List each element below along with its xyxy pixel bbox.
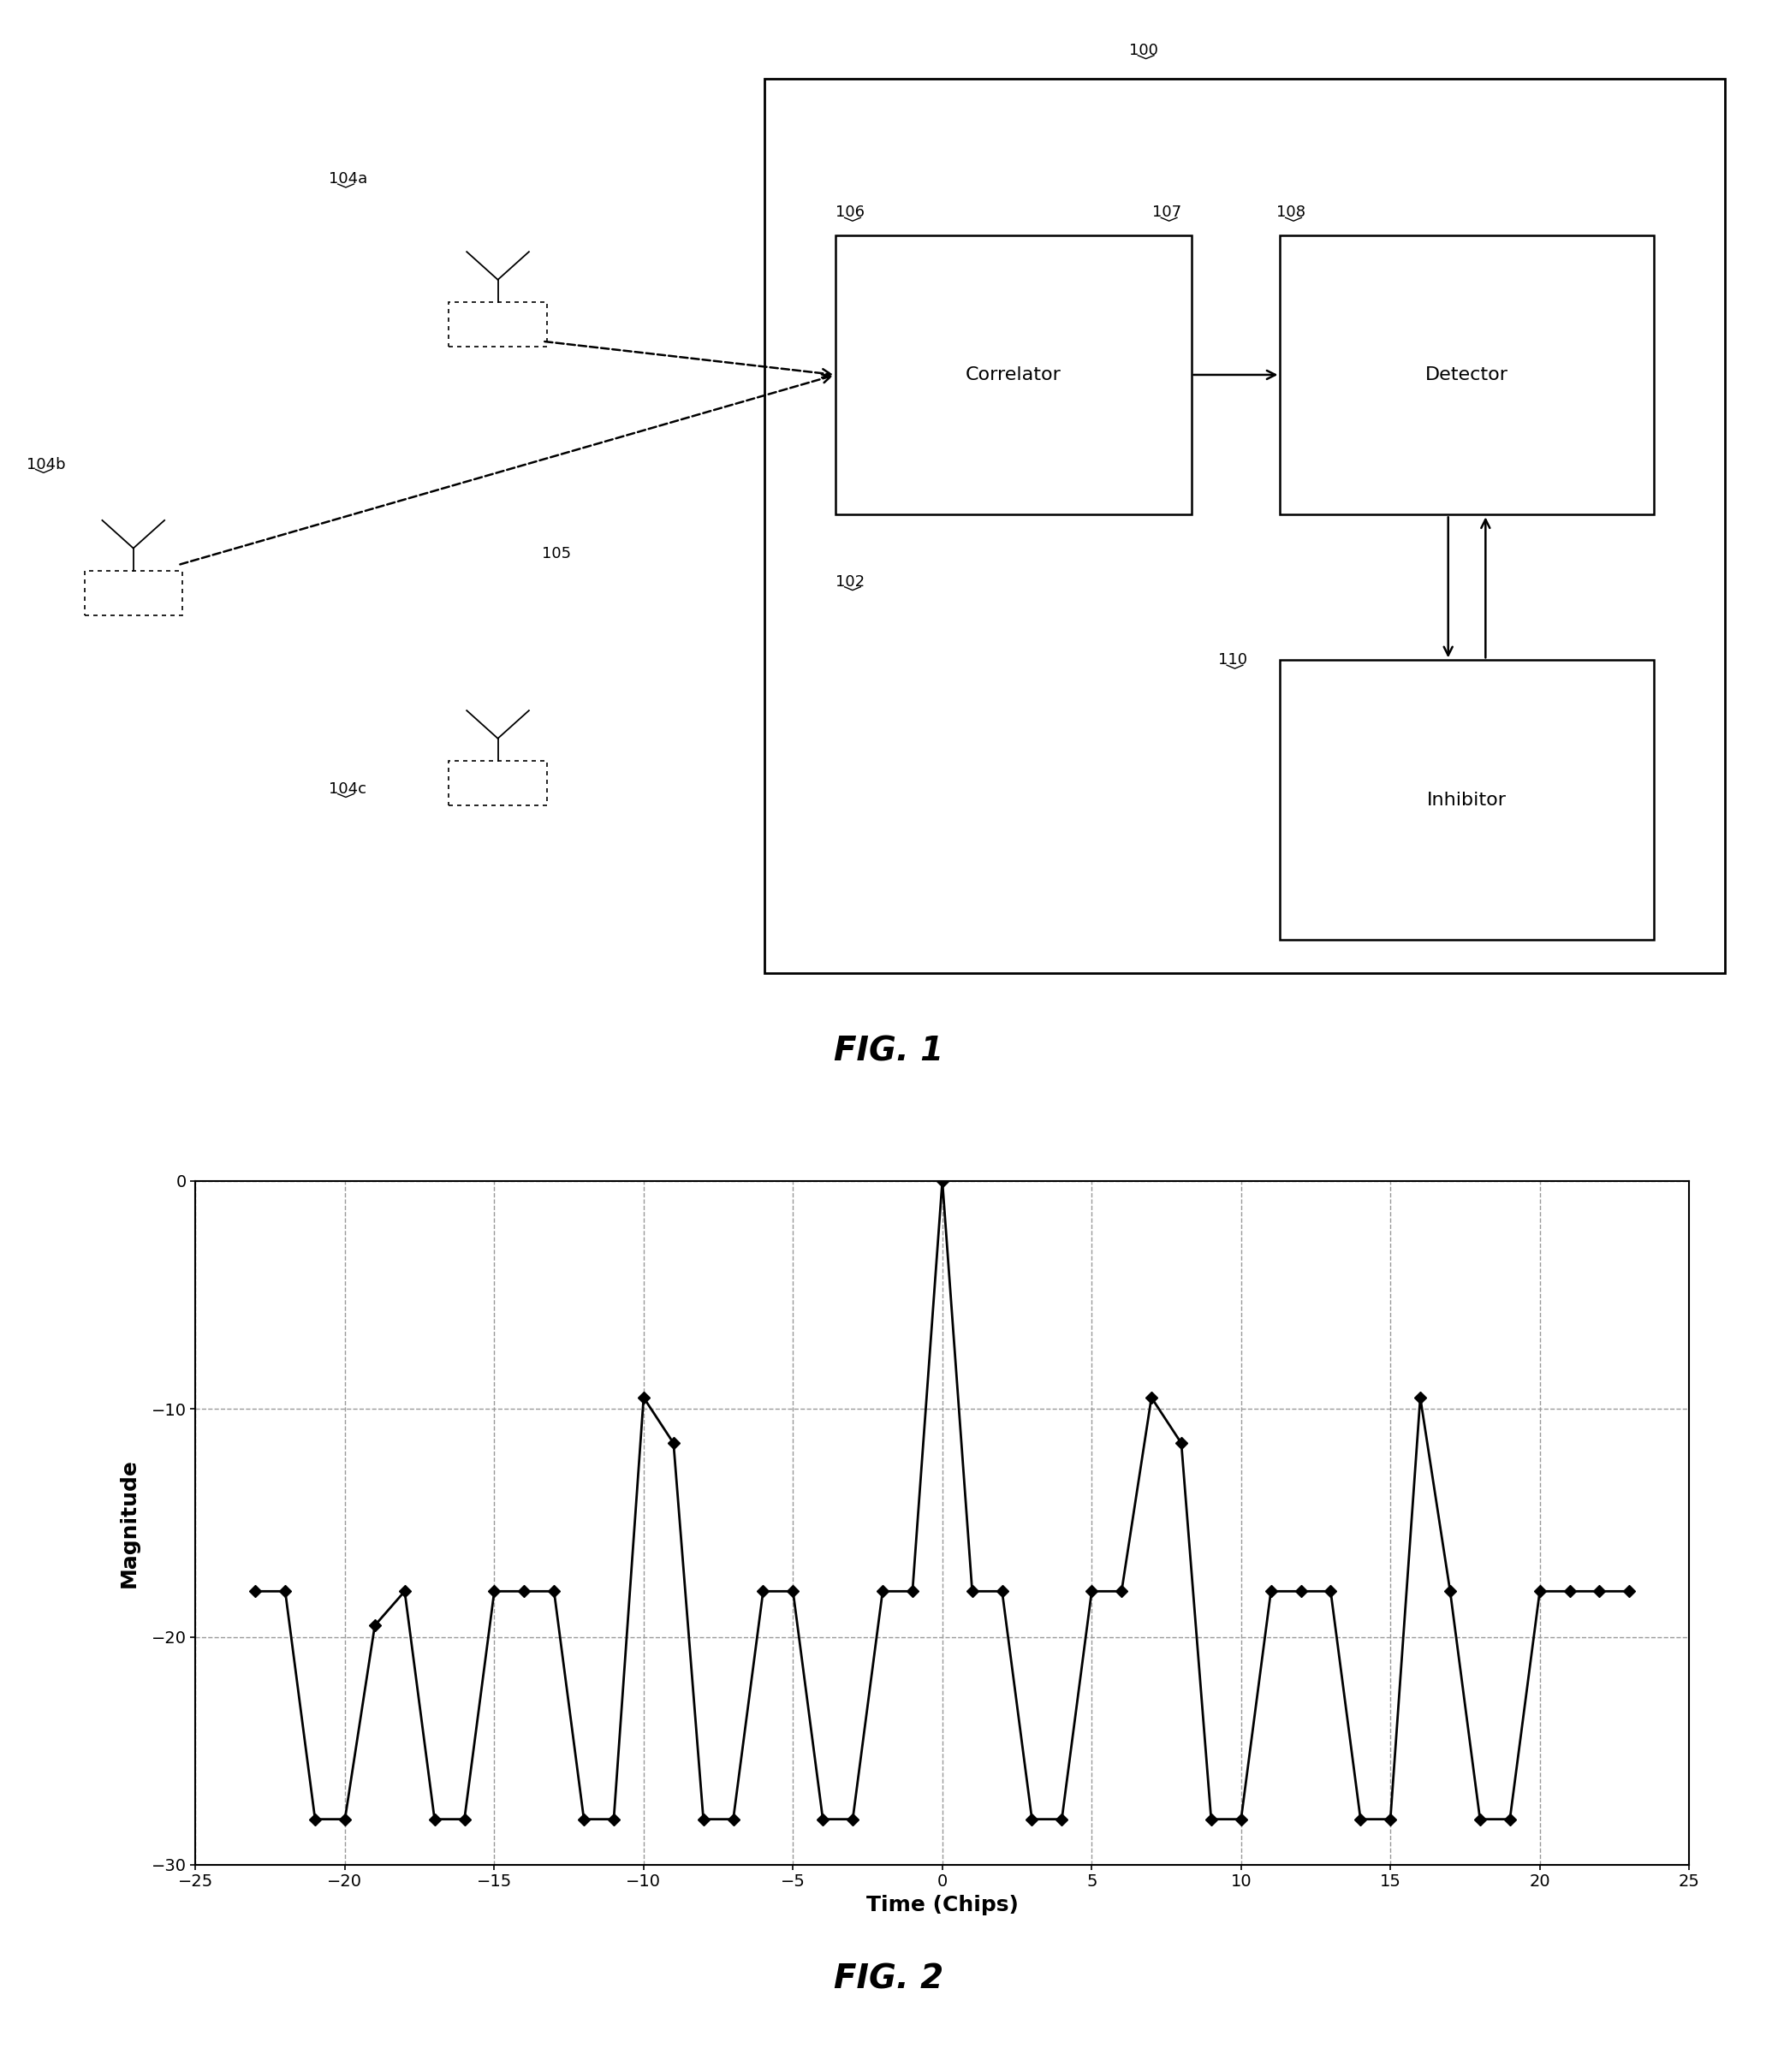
Bar [84,570,183,615]
Bar [765,79,1725,974]
Text: 105: 105 [542,547,571,562]
Text: Correlator: Correlator [965,367,1061,383]
Text: Detector: Detector [1426,367,1508,383]
Text: 104b: 104b [27,456,66,472]
Text: Inhibitor: Inhibitor [1428,792,1506,808]
Text: FIG. 1: FIG. 1 [834,1036,944,1067]
Text: 104a: 104a [329,172,368,186]
Bar [1280,234,1654,514]
Y-axis label: Magnitude: Magnitude [119,1459,140,1587]
Bar [836,234,1191,514]
Text: 108: 108 [1277,205,1305,220]
Bar [1280,661,1654,941]
Bar [448,303,548,346]
Text: 104c: 104c [329,781,366,796]
Text: 102: 102 [836,574,864,591]
Text: 100: 100 [1129,44,1157,58]
Bar [448,760,548,806]
Text: 106: 106 [836,205,864,220]
Text: FIG. 2: FIG. 2 [834,1962,944,1995]
X-axis label: Time (Chips): Time (Chips) [866,1894,1019,1915]
Text: 107: 107 [1152,205,1181,220]
Text: 110: 110 [1218,653,1246,667]
